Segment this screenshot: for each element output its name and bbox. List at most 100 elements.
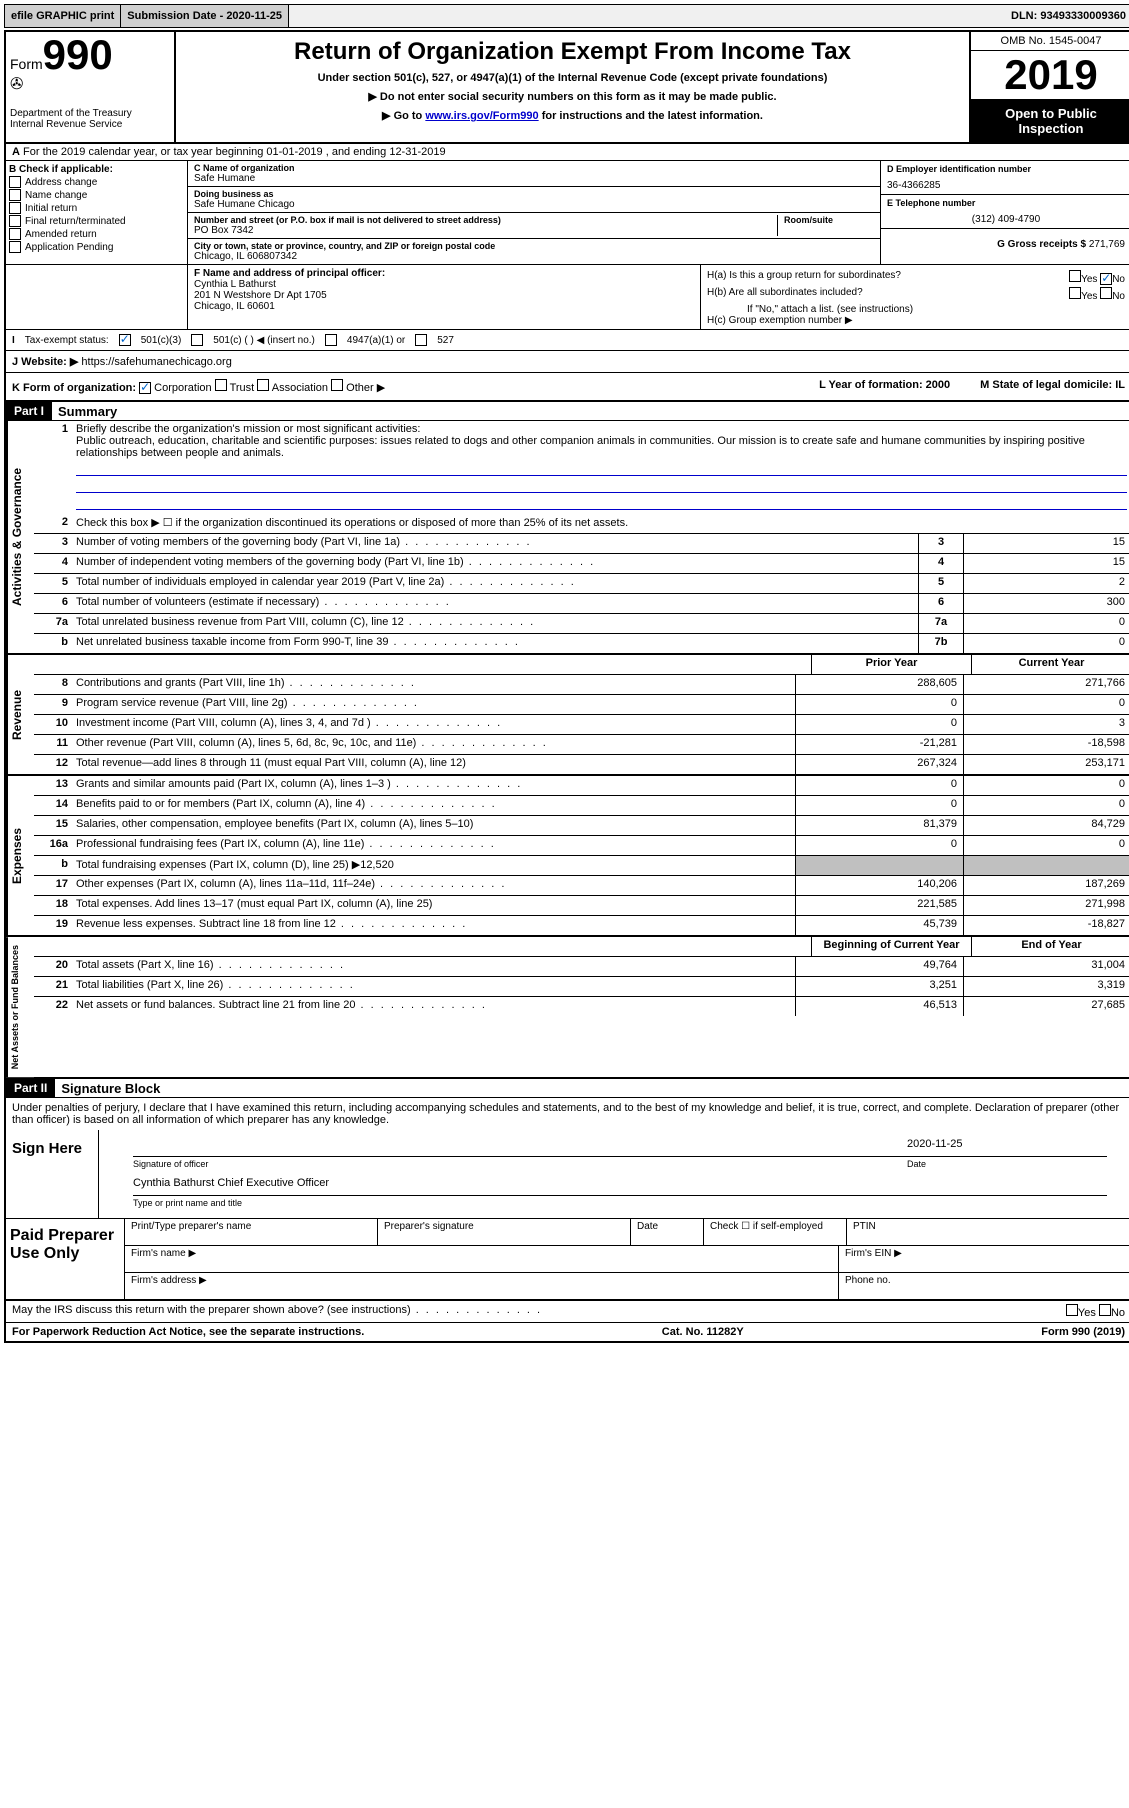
q-box: 3	[918, 534, 963, 553]
omb-number: OMB No. 1545-0047	[971, 32, 1129, 51]
dba-label: Doing business as	[194, 189, 874, 199]
part1-title: Summary	[52, 404, 117, 419]
q-prior: 0	[795, 836, 963, 855]
q-end: 31,004	[963, 957, 1129, 976]
end-year-header: End of Year	[971, 937, 1129, 956]
chk-app-pending[interactable]	[9, 241, 21, 253]
q-text: Contributions and grants (Part VIII, lin…	[72, 675, 795, 694]
chk-assoc[interactable]	[257, 379, 269, 391]
chk-amended[interactable]	[9, 228, 21, 240]
perjury-declaration: Under penalties of perjury, I declare th…	[6, 1098, 1129, 1130]
q-text: Revenue less expenses. Subtract line 18 …	[72, 916, 795, 935]
irs-link[interactable]: www.irs.gov/Form990	[425, 110, 538, 122]
state-domicile: M State of legal domicile: IL	[980, 379, 1125, 394]
q-num: 5	[34, 574, 72, 593]
header-left: Form990 ✇ Department of the Treasury Int…	[6, 32, 176, 142]
chk-final-return[interactable]	[9, 215, 21, 227]
chk-name-change[interactable]	[9, 189, 21, 201]
q-val: 300	[963, 594, 1129, 613]
website-label: J Website: ▶	[12, 356, 78, 368]
q-num: b	[34, 856, 72, 875]
efile-print-button[interactable]: efile GRAPHIC print	[5, 5, 121, 27]
col-b: B Check if applicable: Address change Na…	[6, 161, 188, 264]
row-tax-status: I Tax-exempt status: 501(c)(3) 501(c) ( …	[6, 330, 1129, 351]
open-public-label: Open to Public Inspection	[971, 100, 1129, 142]
submission-date-button[interactable]: Submission Date - 2020-11-25	[121, 5, 289, 27]
chk-hb-yes[interactable]	[1069, 287, 1081, 299]
note-goto-pre: ▶ Go to	[382, 110, 425, 122]
q-text: Total fundraising expenses (Part IX, col…	[72, 856, 795, 875]
chk-501c3[interactable]	[119, 334, 131, 346]
chk-527[interactable]	[415, 334, 427, 346]
col-d: D Employer identification number 36-4366…	[880, 161, 1129, 264]
officer-addr: 201 N Westshore Dr Apt 1705	[194, 290, 694, 301]
chk-address-change[interactable]	[9, 176, 21, 188]
chk-initial-return[interactable]	[9, 202, 21, 214]
q-prior: 81,379	[795, 816, 963, 835]
dln-label: DLN: 93493330009360	[1005, 5, 1129, 27]
expenses-section: Expenses 13Grants and similar amounts pa…	[6, 776, 1129, 937]
hc-label: H(c) Group exemption number ▶	[707, 315, 1125, 326]
q-text: Total liabilities (Part X, line 26)	[72, 977, 795, 996]
header-center: Return of Organization Exempt From Incom…	[176, 32, 969, 142]
chk-ha-yes[interactable]	[1069, 270, 1081, 282]
side-governance: Activities & Governance	[6, 421, 34, 653]
q-num: 3	[34, 534, 72, 553]
col-h: H(a) Is this a group return for subordin…	[701, 265, 1129, 329]
city-label: City or town, state or province, country…	[194, 241, 874, 251]
officer-name: Cynthia L Bathurst	[194, 279, 694, 290]
chk-discuss-no[interactable]	[1099, 1304, 1111, 1316]
q-text: Total expenses. Add lines 13–17 (must eq…	[72, 896, 795, 915]
q-current: 271,998	[963, 896, 1129, 915]
note-ssn: ▶ Do not enter social security numbers o…	[180, 90, 965, 103]
q-current	[963, 856, 1129, 875]
chk-discuss-yes[interactable]	[1066, 1304, 1078, 1316]
opt-address-change: Address change	[25, 177, 97, 188]
sig-officer-label: Signature of officer	[133, 1159, 907, 1169]
ein-value: 36-4366285	[887, 180, 1125, 191]
q-num: 4	[34, 554, 72, 573]
sign-here-label: Sign Here	[6, 1130, 99, 1218]
q-num: 16a	[34, 836, 72, 855]
opt-4947: 4947(a)(1) or	[347, 335, 405, 346]
chk-corp[interactable]	[139, 382, 151, 394]
q-prior: 0	[795, 695, 963, 714]
q-current: 0	[963, 796, 1129, 815]
form-frame: Form990 ✇ Department of the Treasury Int…	[4, 30, 1129, 1343]
q-val: 15	[963, 554, 1129, 573]
form-subtitle: Under section 501(c), 527, or 4947(a)(1)…	[180, 72, 965, 84]
q-num: 6	[34, 594, 72, 613]
chk-4947[interactable]	[325, 334, 337, 346]
form-org-label: K Form of organization:	[12, 382, 136, 394]
sig-date-label: Date	[907, 1159, 1107, 1169]
row-klm: K Form of organization: Corporation Trus…	[6, 373, 1129, 402]
q-current: -18,598	[963, 735, 1129, 754]
q-begin: 49,764	[795, 957, 963, 976]
chk-501c[interactable]	[191, 334, 203, 346]
q-current: 0	[963, 836, 1129, 855]
org-name: Safe Humane	[194, 173, 874, 184]
q-current: 271,766	[963, 675, 1129, 694]
opt-app-pending: Application Pending	[25, 242, 113, 253]
top-bar: efile GRAPHIC print Submission Date - 20…	[4, 4, 1129, 28]
note-goto-post: for instructions and the latest informat…	[539, 110, 763, 122]
tax-year-range: For the 2019 calendar year, or tax year …	[23, 146, 446, 158]
q-num: 21	[34, 977, 72, 996]
q-val: 0	[963, 634, 1129, 653]
type-print-label: Type or print name and title	[133, 1198, 1107, 1208]
firm-addr-label: Firm's address ▶	[125, 1273, 839, 1299]
chk-other[interactable]	[331, 379, 343, 391]
current-year-header: Current Year	[971, 655, 1129, 674]
opt-final-return: Final return/terminated	[25, 216, 126, 227]
q-num: 15	[34, 816, 72, 835]
org-name-label: C Name of organization	[194, 163, 874, 173]
q-text: Total revenue—add lines 8 through 11 (mu…	[72, 755, 795, 774]
chk-hb-no[interactable]	[1100, 287, 1112, 299]
chk-ha-no[interactable]	[1100, 273, 1112, 285]
q-num: 18	[34, 896, 72, 915]
q-text: Check this box ▶ ☐ if the organization d…	[72, 514, 1129, 533]
opt-assoc: Association	[272, 382, 328, 394]
section-fh: F Name and address of principal officer:…	[6, 265, 1129, 330]
q1-num: 1	[34, 421, 72, 514]
chk-trust[interactable]	[215, 379, 227, 391]
